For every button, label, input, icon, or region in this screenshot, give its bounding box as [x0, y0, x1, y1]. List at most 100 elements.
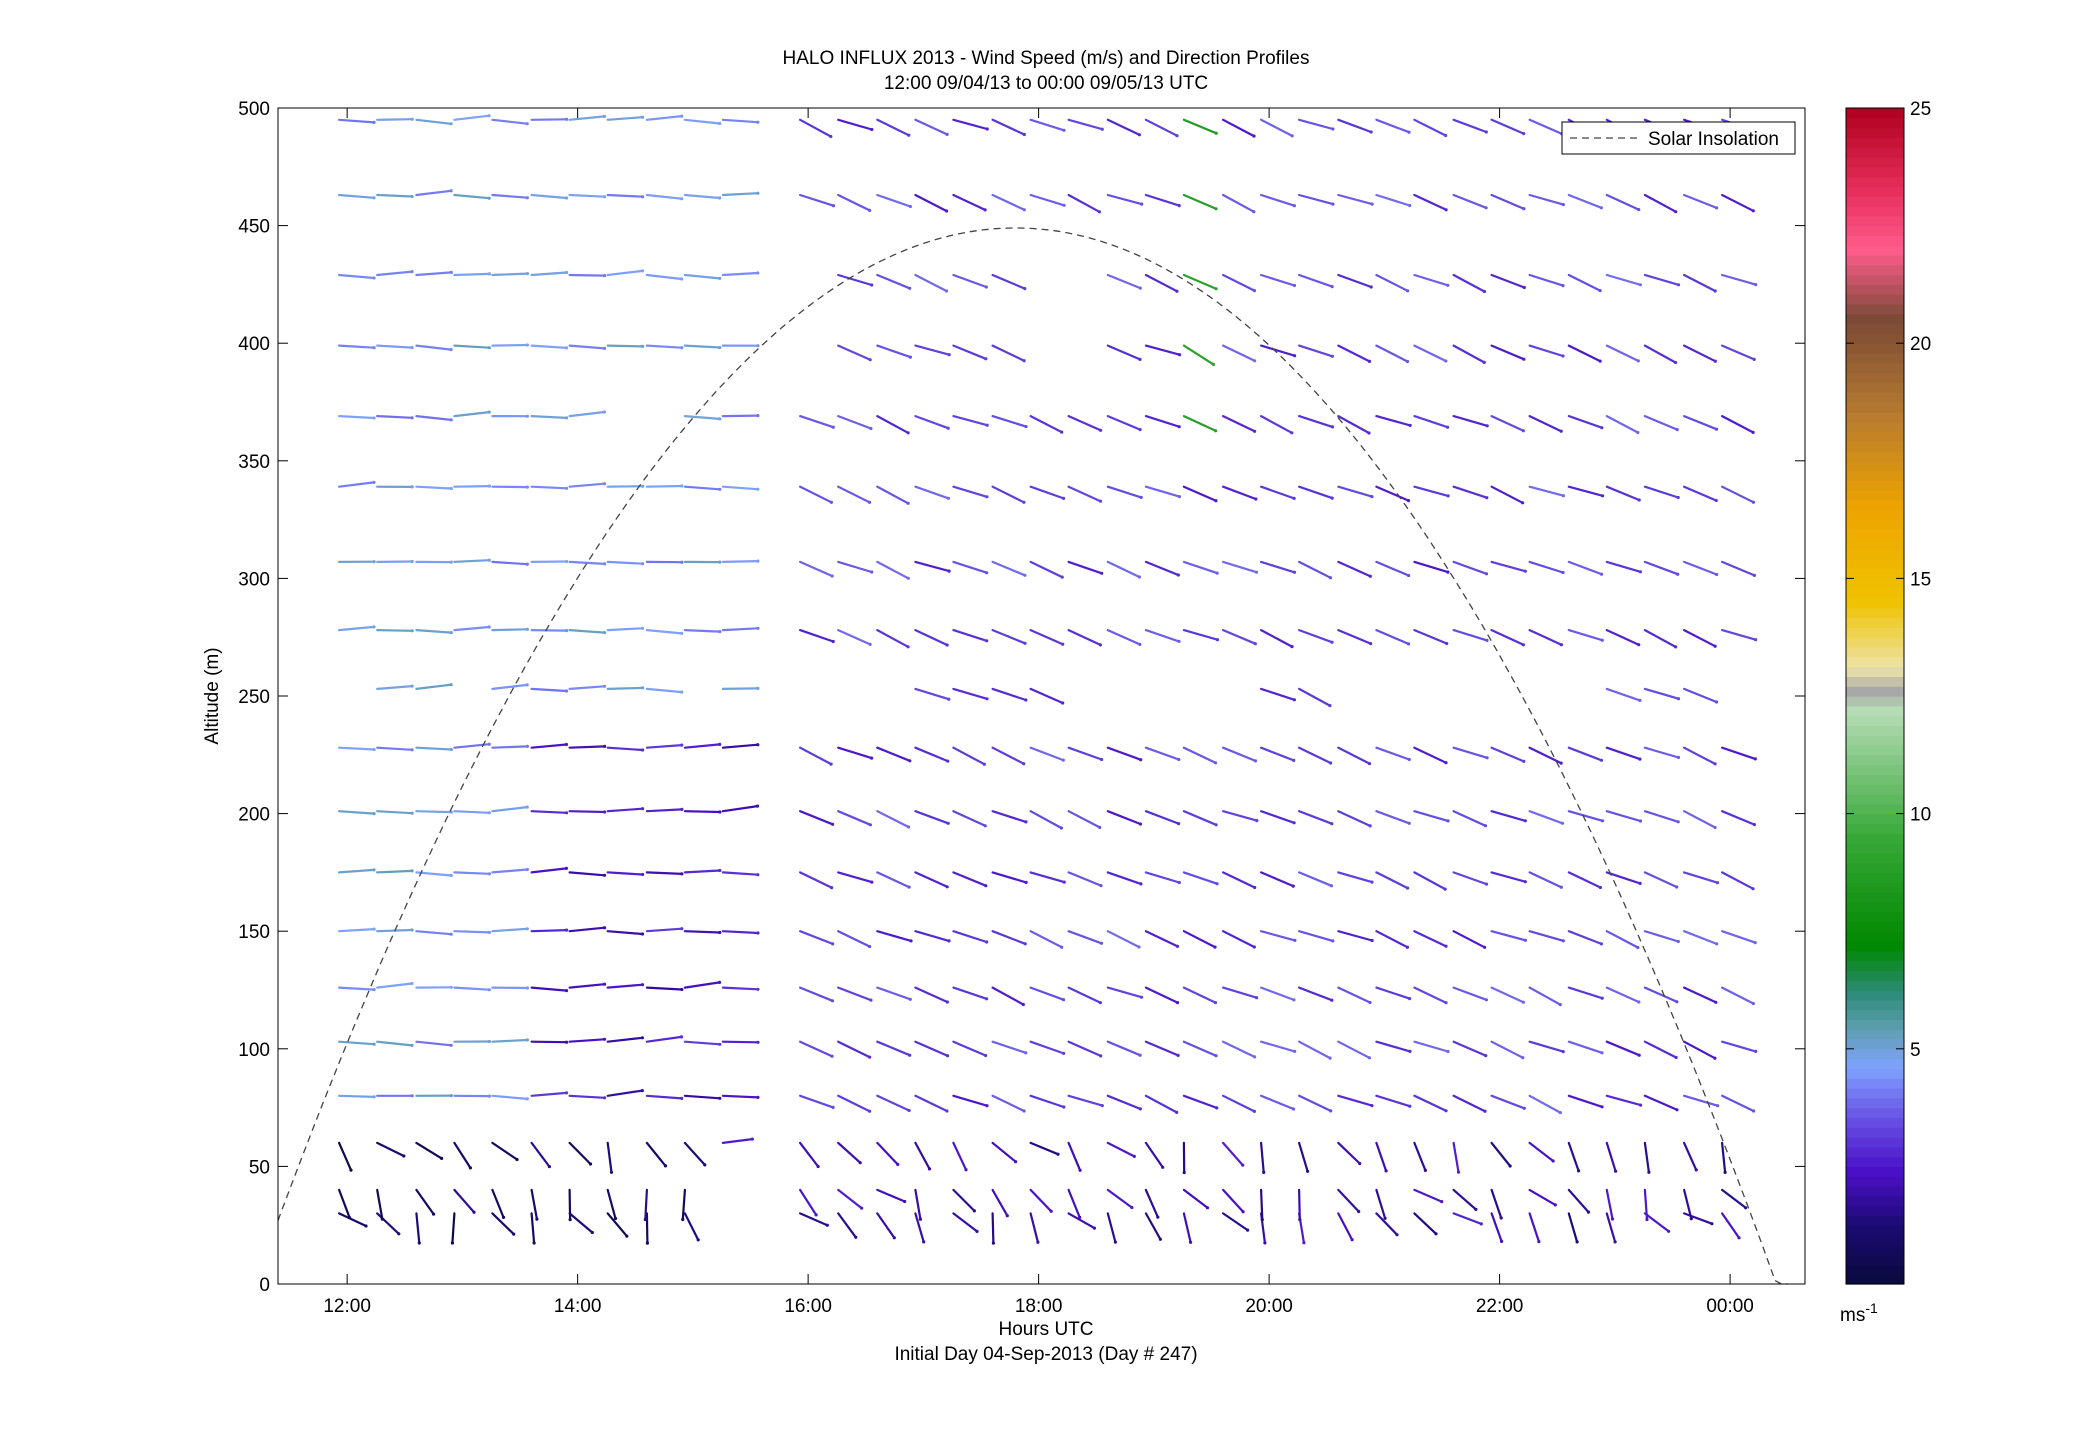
- wind-barb-tip: [1408, 822, 1411, 825]
- wind-barb-tip: [718, 1043, 721, 1046]
- wind-barb-tip: [526, 683, 529, 686]
- wind-barb-tip: [526, 343, 529, 346]
- wind-barb-tip: [450, 748, 453, 751]
- wind-barb-tip: [1292, 759, 1295, 762]
- wind-barb-tip: [756, 873, 759, 876]
- wind-barb-tip: [1177, 573, 1180, 576]
- colorbar-band: [1846, 402, 1904, 412]
- wind-barb-tip: [946, 1000, 949, 1003]
- wind-barb-tip: [1215, 132, 1218, 135]
- wind-barb-tip: [565, 487, 568, 490]
- wind-barb-tip: [756, 344, 759, 347]
- wind-barb-tip: [718, 743, 721, 746]
- wind-barb-tip: [1061, 643, 1064, 646]
- wind-barb-tip: [946, 133, 949, 136]
- wind-barb-tip: [1434, 1232, 1437, 1235]
- wind-barb-tip: [1370, 495, 1373, 498]
- wind-barb-tip: [402, 1154, 405, 1157]
- colorbar-band: [1846, 1186, 1904, 1196]
- wind-barb-tip: [603, 926, 606, 929]
- wind-barb-tip: [603, 874, 606, 877]
- wind-barb-tip: [411, 1094, 414, 1097]
- wind-barb-tip: [1754, 941, 1757, 944]
- wind-barb-tip: [1061, 576, 1064, 579]
- colorbar-band: [1846, 1176, 1904, 1186]
- wind-barb-tip: [756, 931, 759, 934]
- wind-barb-tip: [1062, 1105, 1065, 1108]
- wind-barb-tip: [975, 1230, 978, 1233]
- wind-barb-tip: [1407, 574, 1410, 577]
- wind-barb-tip: [992, 1242, 995, 1245]
- wind-barb-tip: [1599, 360, 1602, 363]
- wind-barb-tip: [945, 1109, 948, 1112]
- wind-barb-tip: [1601, 639, 1604, 642]
- wind-barb: [532, 119, 567, 120]
- wind-barb: [454, 872, 489, 873]
- wind-barb-tip: [603, 631, 606, 634]
- wind-barb-tip: [1023, 208, 1026, 211]
- wind-barb-tip: [450, 271, 453, 274]
- x-tick-label: 16:00: [784, 1296, 832, 1317]
- wind-barb-tip: [1714, 762, 1717, 765]
- wind-barb-tip: [984, 884, 987, 887]
- wind-barb-tip: [1329, 1057, 1332, 1060]
- wind-barb-tip: [1189, 1241, 1192, 1244]
- y-tick-label: 150: [238, 922, 270, 943]
- wind-barb-tip: [946, 643, 949, 646]
- wind-barb-tip: [756, 687, 759, 690]
- colorbar-band: [1846, 128, 1904, 138]
- colorbar-band: [1846, 863, 1904, 873]
- wind-barb-tip: [909, 356, 912, 359]
- colorbar-band: [1846, 872, 1904, 882]
- wind-barb-tip: [603, 745, 606, 748]
- wind-barb-tip: [450, 933, 453, 936]
- wind-barb: [647, 872, 682, 874]
- colorbar-band: [1846, 667, 1904, 677]
- wind-barb-tip: [1675, 1108, 1678, 1111]
- wind-barb-tip: [373, 748, 376, 751]
- x-tick-label: 18:00: [1015, 1296, 1063, 1317]
- wind-barb-tip: [870, 570, 873, 573]
- wind-barb-tip: [1022, 1003, 1025, 1006]
- wind-barb-tip: [1560, 643, 1563, 646]
- wind-barb-tip: [603, 482, 606, 485]
- wind-barb-tip: [348, 1216, 351, 1219]
- wind-barb-tip: [1444, 945, 1447, 948]
- colorbar-band: [1846, 206, 1904, 216]
- wind-barb-tip: [1024, 1051, 1027, 1054]
- wind-barb-tip: [1445, 642, 1448, 645]
- wind-barb-tip: [1600, 1105, 1603, 1108]
- wind-barb-tip: [1715, 700, 1718, 703]
- wind-barb-tip: [919, 1218, 922, 1221]
- wind-barb-tip: [1408, 997, 1411, 1000]
- wind-barb-tip: [397, 1232, 400, 1235]
- wind-barb: [993, 1213, 994, 1243]
- wind-barb-tip: [1667, 1230, 1670, 1233]
- wind-barb-tip: [1024, 698, 1027, 701]
- colorbar-band: [1846, 725, 1904, 735]
- wind-barb-tip: [829, 135, 832, 138]
- wind-barb-tip: [440, 1157, 443, 1160]
- wind-barb-tip: [1368, 360, 1371, 363]
- wind-barb-tip: [1024, 820, 1027, 823]
- wind-barb-tip: [1676, 428, 1679, 431]
- wind-barb-tip: [1754, 1050, 1757, 1053]
- legend-entry-solar-insolation: Solar Insolation: [1648, 129, 1779, 150]
- wind-barb: [685, 630, 720, 632]
- colorbar-band: [1846, 226, 1904, 236]
- wind-barb-tip: [1293, 284, 1296, 287]
- wind-barb-tip: [830, 501, 833, 504]
- wind-barb-tip: [868, 1110, 871, 1113]
- wind-barb-tip: [1036, 1241, 1039, 1244]
- wind-barb-tip: [680, 1035, 683, 1038]
- wind-barb-tip: [641, 627, 644, 630]
- colorbar-band: [1846, 1235, 1904, 1245]
- wind-barb-tip: [1215, 823, 1218, 826]
- y-tick-label: 400: [238, 334, 270, 355]
- wind-barb-tip: [1139, 882, 1142, 885]
- colorbar-band: [1846, 157, 1904, 167]
- wind-barb-tip: [1444, 134, 1447, 137]
- wind-barb-tip: [1559, 1003, 1562, 1006]
- wind-barb-tip: [1715, 206, 1718, 209]
- colorbar-band: [1846, 1000, 1904, 1010]
